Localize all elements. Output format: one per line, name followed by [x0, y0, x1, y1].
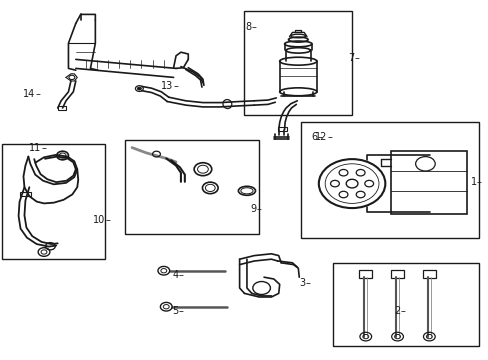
Bar: [244, 11, 351, 115]
Bar: [390, 270, 403, 278]
Text: –: –: [251, 22, 256, 32]
Circle shape: [364, 180, 373, 187]
Circle shape: [338, 191, 347, 198]
Text: 2: 2: [394, 306, 400, 316]
Bar: [2, 144, 105, 259]
Text: 13: 13: [161, 81, 173, 91]
Text: 1: 1: [469, 177, 476, 187]
Circle shape: [137, 87, 141, 90]
Text: –: –: [305, 278, 310, 288]
Text: 5: 5: [172, 306, 178, 316]
Text: 8: 8: [245, 22, 251, 32]
Bar: [20, 192, 31, 196]
Bar: [124, 140, 259, 234]
Bar: [332, 263, 478, 346]
Bar: [359, 270, 371, 278]
Circle shape: [330, 180, 339, 187]
Text: –: –: [35, 89, 40, 99]
Bar: [277, 127, 286, 131]
Text: –: –: [173, 81, 178, 91]
Text: 10: 10: [93, 215, 105, 225]
Text: –: –: [317, 132, 322, 142]
Text: –: –: [400, 306, 405, 316]
Text: 4: 4: [172, 270, 178, 280]
Circle shape: [346, 179, 357, 188]
Text: 9: 9: [250, 204, 256, 214]
Text: 11: 11: [29, 143, 41, 153]
Text: 14: 14: [23, 89, 35, 99]
Circle shape: [355, 170, 364, 176]
Text: –: –: [327, 132, 332, 142]
Text: 3: 3: [299, 278, 305, 288]
Text: –: –: [178, 270, 183, 280]
Text: –: –: [256, 204, 261, 214]
Text: –: –: [41, 143, 46, 153]
Circle shape: [339, 170, 347, 176]
Text: –: –: [105, 215, 110, 225]
Text: 12: 12: [315, 132, 327, 142]
Bar: [422, 270, 435, 278]
Text: –: –: [178, 306, 183, 316]
Text: –: –: [476, 177, 481, 187]
Text: 7: 7: [347, 53, 354, 63]
Bar: [300, 122, 478, 238]
Circle shape: [355, 191, 364, 198]
Text: 6: 6: [311, 132, 317, 142]
Text: –: –: [354, 53, 359, 63]
Bar: [390, 151, 466, 214]
Bar: [58, 106, 66, 110]
